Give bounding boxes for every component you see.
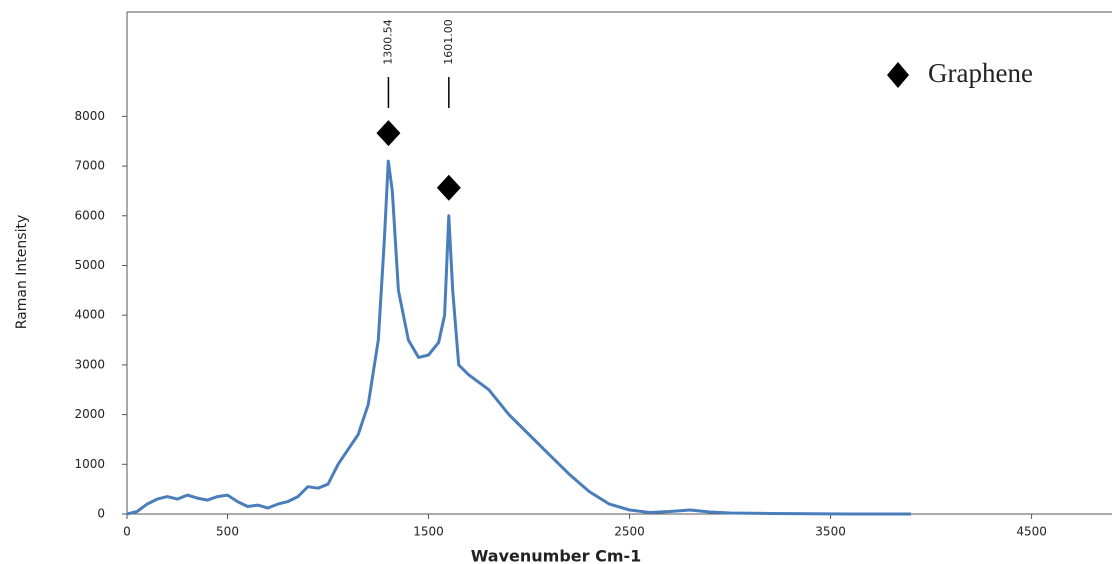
y-tick-label: 1000 (74, 457, 105, 471)
x-axis-label: Wavenumber Cm-1 (471, 547, 642, 564)
y-tick-label: 0 (97, 507, 105, 521)
x-tick-label: 0 (123, 525, 131, 539)
legend-marker (887, 62, 909, 88)
x-tick-label: 2500 (614, 525, 645, 539)
y-tick-label: 5000 (74, 258, 105, 272)
y-tick-label: 8000 (74, 109, 105, 123)
y-tick-label: 6000 (74, 208, 105, 222)
peak-marker (436, 174, 461, 201)
peak-label: 1300.54 (381, 19, 394, 65)
y-axis-label: Raman Intensity (14, 215, 30, 329)
y-tick-label: 3000 (74, 357, 105, 371)
peak-marker (376, 120, 401, 147)
y-tick-label: 2000 (74, 407, 105, 421)
y-tick-label: 7000 (74, 159, 105, 173)
x-tick-label: 500 (216, 525, 239, 539)
spectrum-line (126, 159, 911, 516)
x-tick-label: 4500 (1016, 525, 1047, 539)
legend-label: Graphene (928, 58, 1033, 88)
peak-label: 1601.00 (442, 19, 455, 65)
x-tick-label: 3500 (815, 525, 846, 539)
y-tick-label: 4000 (74, 308, 105, 322)
x-tick-label: 1500 (413, 525, 444, 539)
